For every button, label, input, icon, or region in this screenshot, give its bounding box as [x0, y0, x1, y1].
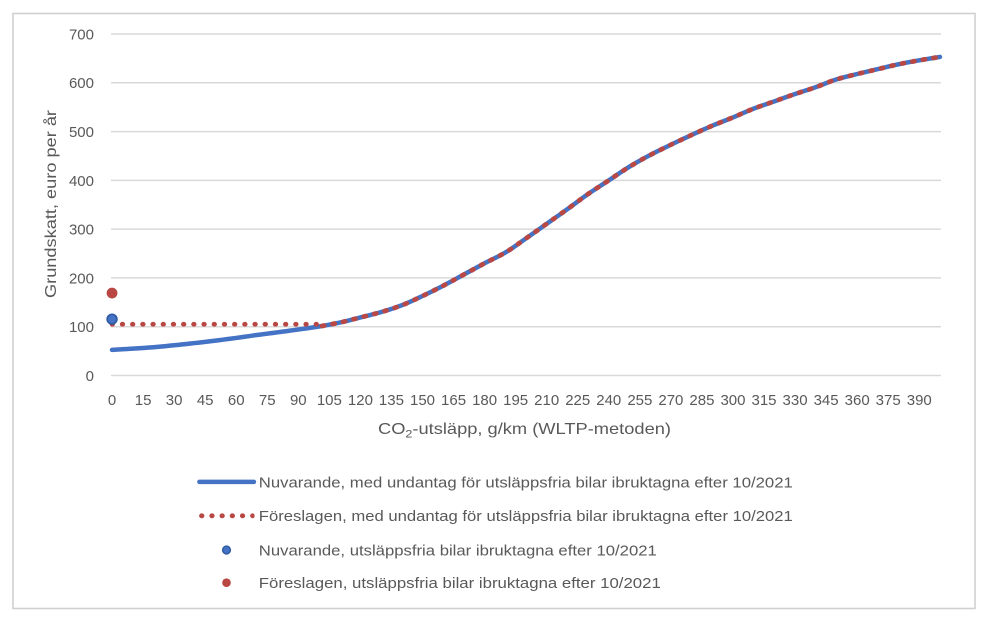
svg-text:15: 15: [135, 392, 152, 409]
svg-text:Grundskatt, euro per år: Grundskatt, euro per år: [42, 109, 60, 298]
svg-text:105: 105: [317, 392, 342, 409]
svg-text:600: 600: [69, 75, 94, 92]
svg-text:300: 300: [720, 392, 745, 409]
svg-text:195: 195: [503, 392, 528, 409]
svg-text:200: 200: [69, 270, 94, 287]
svg-text:255: 255: [627, 392, 652, 409]
svg-text:75: 75: [259, 392, 276, 409]
svg-text:360: 360: [845, 392, 870, 409]
svg-text:100: 100: [69, 319, 94, 336]
svg-text:285: 285: [689, 392, 714, 409]
svg-text:210: 210: [534, 392, 559, 409]
svg-text:120: 120: [348, 392, 373, 409]
svg-text:315: 315: [752, 392, 777, 409]
svg-text:30: 30: [166, 392, 183, 409]
svg-text:330: 330: [783, 392, 808, 409]
svg-text:400: 400: [69, 173, 94, 190]
svg-text:180: 180: [472, 392, 497, 409]
svg-text:60: 60: [228, 392, 245, 409]
svg-text:225: 225: [565, 392, 590, 409]
svg-text:500: 500: [69, 124, 94, 141]
svg-text:150: 150: [410, 392, 435, 409]
svg-text:90: 90: [290, 392, 307, 409]
svg-text:700: 700: [69, 26, 94, 43]
svg-text:Föreslagen, med undantag för u: Föreslagen, med undantag för utsläppsfri…: [259, 508, 793, 525]
svg-text:135: 135: [379, 392, 404, 409]
svg-text:CO2-utsläpp, g/km (WLTP-metode: CO 2-utsläpp, g/km (WLTP-metoden): [378, 421, 671, 441]
svg-text:0: 0: [108, 392, 116, 409]
svg-text:375: 375: [876, 392, 901, 409]
svg-text:270: 270: [658, 392, 683, 409]
svg-text:240: 240: [596, 392, 621, 409]
svg-text:Nuvarande, med undantag för ut: Nuvarande, med undantag för utsläppsfria…: [259, 474, 793, 491]
svg-text:0: 0: [86, 368, 94, 385]
svg-text:300: 300: [69, 222, 94, 239]
svg-text:390: 390: [907, 392, 932, 409]
svg-text:345: 345: [814, 392, 839, 409]
svg-text:Nuvarande, utsläppsfria bilar: Nuvarande, utsläppsfria bilar ibruktagna…: [259, 542, 657, 559]
svg-text:Föreslagen, utsläppsfria bilar: Föreslagen, utsläppsfria bilar ibruktagn…: [259, 575, 661, 592]
svg-text:45: 45: [197, 392, 214, 409]
svg-text:165: 165: [441, 392, 466, 409]
